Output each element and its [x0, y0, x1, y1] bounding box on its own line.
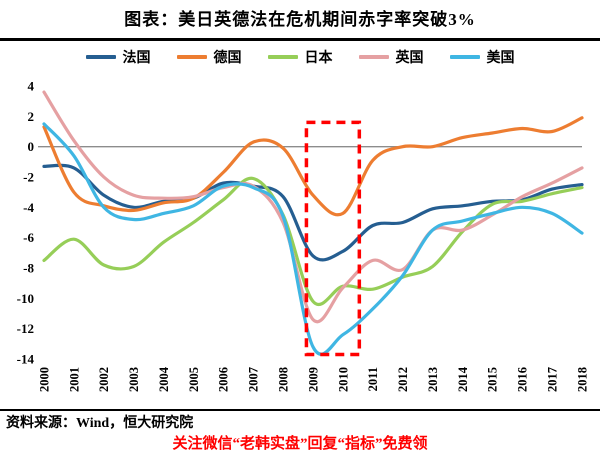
page-title: 图表：美日英德法在危机期间赤字率突破3%: [124, 10, 476, 29]
svg-text:2013: 2013: [426, 367, 440, 392]
svg-text:4: 4: [28, 79, 35, 94]
svg-text:2014: 2014: [456, 366, 470, 392]
chart-bottom-divider: [0, 409, 600, 411]
legend-item-germany: 德国: [176, 47, 242, 67]
svg-text:2002: 2002: [97, 367, 111, 392]
svg-text:2000: 2000: [37, 367, 51, 392]
svg-text:-14: -14: [17, 352, 35, 367]
promo-text: 关注微信“老韩实盘”回复“指标”免费领: [172, 436, 428, 452]
svg-text:2015: 2015: [486, 367, 500, 392]
svg-text:2008: 2008: [276, 367, 290, 392]
legend-swatch-france: [85, 55, 116, 59]
legend-item-japan: 日本: [267, 47, 333, 67]
legend-label-usa: 美国: [486, 51, 515, 66]
svg-text:-6: -6: [23, 230, 34, 245]
svg-text:2005: 2005: [187, 367, 201, 392]
legend: 法国 德国 日本 英国 美国: [0, 47, 600, 67]
legend-swatch-uk: [358, 55, 389, 59]
svg-text:2001: 2001: [67, 367, 81, 392]
svg-text:2010: 2010: [336, 367, 350, 392]
svg-text:2018: 2018: [575, 367, 589, 392]
legend-swatch-japan: [267, 55, 298, 59]
svg-text:-4: -4: [23, 200, 34, 215]
svg-text:2017: 2017: [545, 367, 559, 392]
legend-label-france: 法国: [122, 51, 151, 66]
svg-text:2012: 2012: [396, 367, 410, 392]
svg-text:2011: 2011: [366, 367, 380, 391]
svg-text:-12: -12: [17, 321, 34, 336]
svg-text:-2: -2: [23, 170, 34, 185]
chart-area: 4 2 0 -2 -4 -6 -8 -10 -12 -14 2000 2001 2002 2003 2004…: [0, 41, 600, 409]
svg-text:2007: 2007: [247, 367, 261, 392]
legend-label-uk: 英国: [395, 51, 424, 66]
legend-swatch-germany: [176, 55, 207, 59]
legend-item-france: 法国: [85, 47, 151, 67]
svg-text:2016: 2016: [516, 367, 530, 392]
svg-text:2: 2: [28, 109, 35, 124]
svg-text:0: 0: [28, 139, 35, 154]
legend-item-uk: 英国: [358, 47, 424, 67]
legend-label-japan: 日本: [304, 51, 333, 66]
svg-text:2003: 2003: [127, 367, 141, 392]
legend-item-usa: 美国: [449, 47, 515, 67]
legend-swatch-usa: [449, 55, 480, 59]
svg-text:-10: -10: [17, 291, 34, 306]
svg-text:2006: 2006: [217, 367, 231, 392]
svg-text:-8: -8: [23, 261, 34, 276]
legend-label-germany: 德国: [213, 51, 242, 66]
source-note: 资料来源：Wind，恒大研究院: [6, 416, 194, 431]
title-divider: [0, 38, 600, 41]
svg-text:2004: 2004: [157, 366, 171, 392]
svg-text:2009: 2009: [306, 367, 320, 392]
